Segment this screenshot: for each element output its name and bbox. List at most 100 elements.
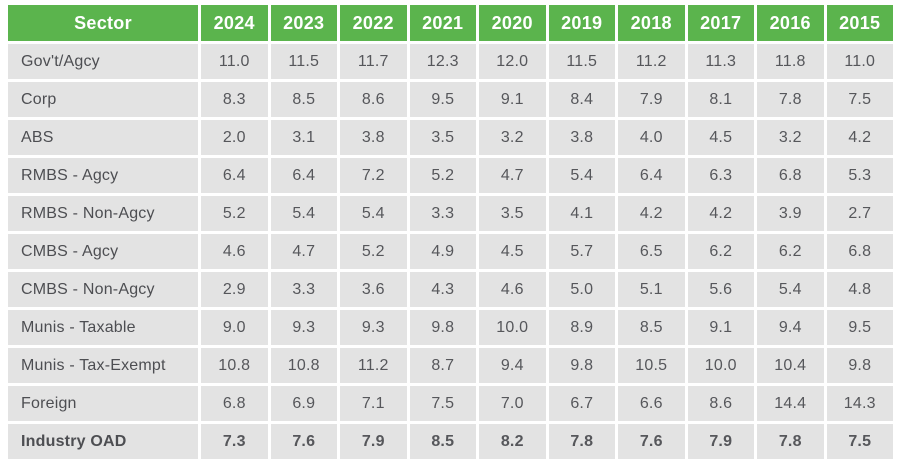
header-cell-year-2022: 2022	[340, 5, 407, 41]
value-cell: 6.2	[757, 234, 824, 269]
header-cell-year-2024: 2024	[201, 5, 268, 41]
row-label: CMBS - Agcy	[8, 234, 198, 269]
value-cell: 9.8	[826, 348, 893, 383]
value-cell: 4.5	[479, 234, 546, 269]
value-cell: 8.6	[687, 386, 754, 421]
value-cell: 10.8	[270, 348, 337, 383]
value-cell: 4.2	[618, 196, 685, 231]
value-cell: 6.4	[270, 158, 337, 193]
value-cell: 7.8	[757, 82, 824, 117]
value-cell: 4.9	[409, 234, 476, 269]
value-cell: 11.2	[340, 348, 407, 383]
value-cell: 7.6	[618, 424, 685, 459]
row-label: CMBS - Non-Agcy	[8, 272, 198, 307]
table-header-row: Sector 2024 2023 2022 2021 2020 2019 2018 2017 20…	[8, 5, 893, 41]
value-cell: 3.6	[340, 272, 407, 307]
value-cell: 3.1	[270, 120, 337, 155]
value-cell: 3.3	[409, 196, 476, 231]
header-cell-year-2023: 2023	[270, 5, 337, 41]
table-row: Munis - Tax-Exempt 10.8 10.8 11.2 8.7 9.4 9.8 1…	[8, 348, 893, 383]
row-label: Industry OAD	[8, 424, 198, 459]
value-cell: 8.4	[548, 82, 615, 117]
value-cell: 4.1	[548, 196, 615, 231]
value-cell: 9.4	[479, 348, 546, 383]
value-cell: 3.8	[548, 120, 615, 155]
value-cell: 8.9	[548, 310, 615, 345]
oad-table: Sector 2024 2023 2022 2021 2020 2019 2018 2017 20…	[5, 2, 896, 462]
value-cell: 6.7	[548, 386, 615, 421]
value-cell: 9.4	[757, 310, 824, 345]
header-cell-year-2017: 2017	[687, 5, 754, 41]
header-cell-year-2018: 2018	[618, 5, 685, 41]
value-cell: 7.5	[826, 424, 893, 459]
value-cell: 7.5	[409, 386, 476, 421]
value-cell: 3.5	[409, 120, 476, 155]
value-cell: 12.3	[409, 44, 476, 79]
value-cell: 4.3	[409, 272, 476, 307]
value-cell: 6.4	[618, 158, 685, 193]
table-row: ABS 2.0 3.1 3.8 3.5 3.2 3.8 4.0 4.5 3.2 4.2	[8, 120, 893, 155]
value-cell: 7.6	[270, 424, 337, 459]
value-cell: 3.3	[270, 272, 337, 307]
value-cell: 7.9	[340, 424, 407, 459]
value-cell: 3.5	[479, 196, 546, 231]
value-cell: 8.2	[479, 424, 546, 459]
header-cell-year-2016: 2016	[757, 5, 824, 41]
value-cell: 11.2	[618, 44, 685, 79]
value-cell: 8.5	[618, 310, 685, 345]
value-cell: 5.4	[340, 196, 407, 231]
value-cell: 2.9	[201, 272, 268, 307]
value-cell: 9.3	[270, 310, 337, 345]
row-label: ABS	[8, 120, 198, 155]
value-cell: 4.6	[201, 234, 268, 269]
header-cell-year-2019: 2019	[548, 5, 615, 41]
table-row: Foreign 6.8 6.9 7.1 7.5 7.0 6.7 6.6 8.6 14.4 14.3	[8, 386, 893, 421]
value-cell: 4.5	[687, 120, 754, 155]
value-cell: 4.0	[618, 120, 685, 155]
value-cell: 7.8	[548, 424, 615, 459]
table-row: CMBS - Agcy 4.6 4.7 5.2 4.9 4.5 5.7 6.5 6.2 6.2 6.…	[8, 234, 893, 269]
value-cell: 9.8	[548, 348, 615, 383]
row-label: Foreign	[8, 386, 198, 421]
row-label: Munis - Taxable	[8, 310, 198, 345]
table-row: Munis - Taxable 9.0 9.3 9.3 9.8 10.0 8.9 8.5 9.1…	[8, 310, 893, 345]
value-cell: 11.8	[757, 44, 824, 79]
value-cell: 10.4	[757, 348, 824, 383]
value-cell: 6.8	[201, 386, 268, 421]
value-cell: 5.2	[409, 158, 476, 193]
value-cell: 5.4	[270, 196, 337, 231]
value-cell: 11.3	[687, 44, 754, 79]
row-label: Munis - Tax-Exempt	[8, 348, 198, 383]
value-cell: 7.8	[757, 424, 824, 459]
value-cell: 10.0	[479, 310, 546, 345]
value-cell: 9.5	[826, 310, 893, 345]
value-cell: 4.7	[270, 234, 337, 269]
value-cell: 7.9	[618, 82, 685, 117]
value-cell: 10.0	[687, 348, 754, 383]
value-cell: 9.1	[687, 310, 754, 345]
value-cell: 3.8	[340, 120, 407, 155]
value-cell: 5.2	[340, 234, 407, 269]
value-cell: 2.0	[201, 120, 268, 155]
table-row: CMBS - Non-Agcy 2.9 3.3 3.6 4.3 4.6 5.0 5.1 5.6 5…	[8, 272, 893, 307]
row-label: RMBS - Agcy	[8, 158, 198, 193]
value-cell: 5.0	[548, 272, 615, 307]
value-cell: 7.3	[201, 424, 268, 459]
value-cell: 12.0	[479, 44, 546, 79]
row-label: RMBS - Non-Agcy	[8, 196, 198, 231]
value-cell: 4.7	[479, 158, 546, 193]
value-cell: 4.6	[479, 272, 546, 307]
value-cell: 9.5	[409, 82, 476, 117]
value-cell: 8.1	[687, 82, 754, 117]
value-cell: 6.6	[618, 386, 685, 421]
value-cell: 9.1	[479, 82, 546, 117]
value-cell: 5.3	[826, 158, 893, 193]
value-cell: 9.8	[409, 310, 476, 345]
row-label: Corp	[8, 82, 198, 117]
table-row: Gov't/Agcy 11.0 11.5 11.7 12.3 12.0 11.5 11.2 11…	[8, 44, 893, 79]
table-row: Industry OAD 7.3 7.6 7.9 8.5 8.2 7.8 7.6 7.9 7.8 7…	[8, 424, 893, 459]
value-cell: 11.5	[270, 44, 337, 79]
value-cell: 8.5	[409, 424, 476, 459]
value-cell: 5.6	[687, 272, 754, 307]
value-cell: 7.0	[479, 386, 546, 421]
